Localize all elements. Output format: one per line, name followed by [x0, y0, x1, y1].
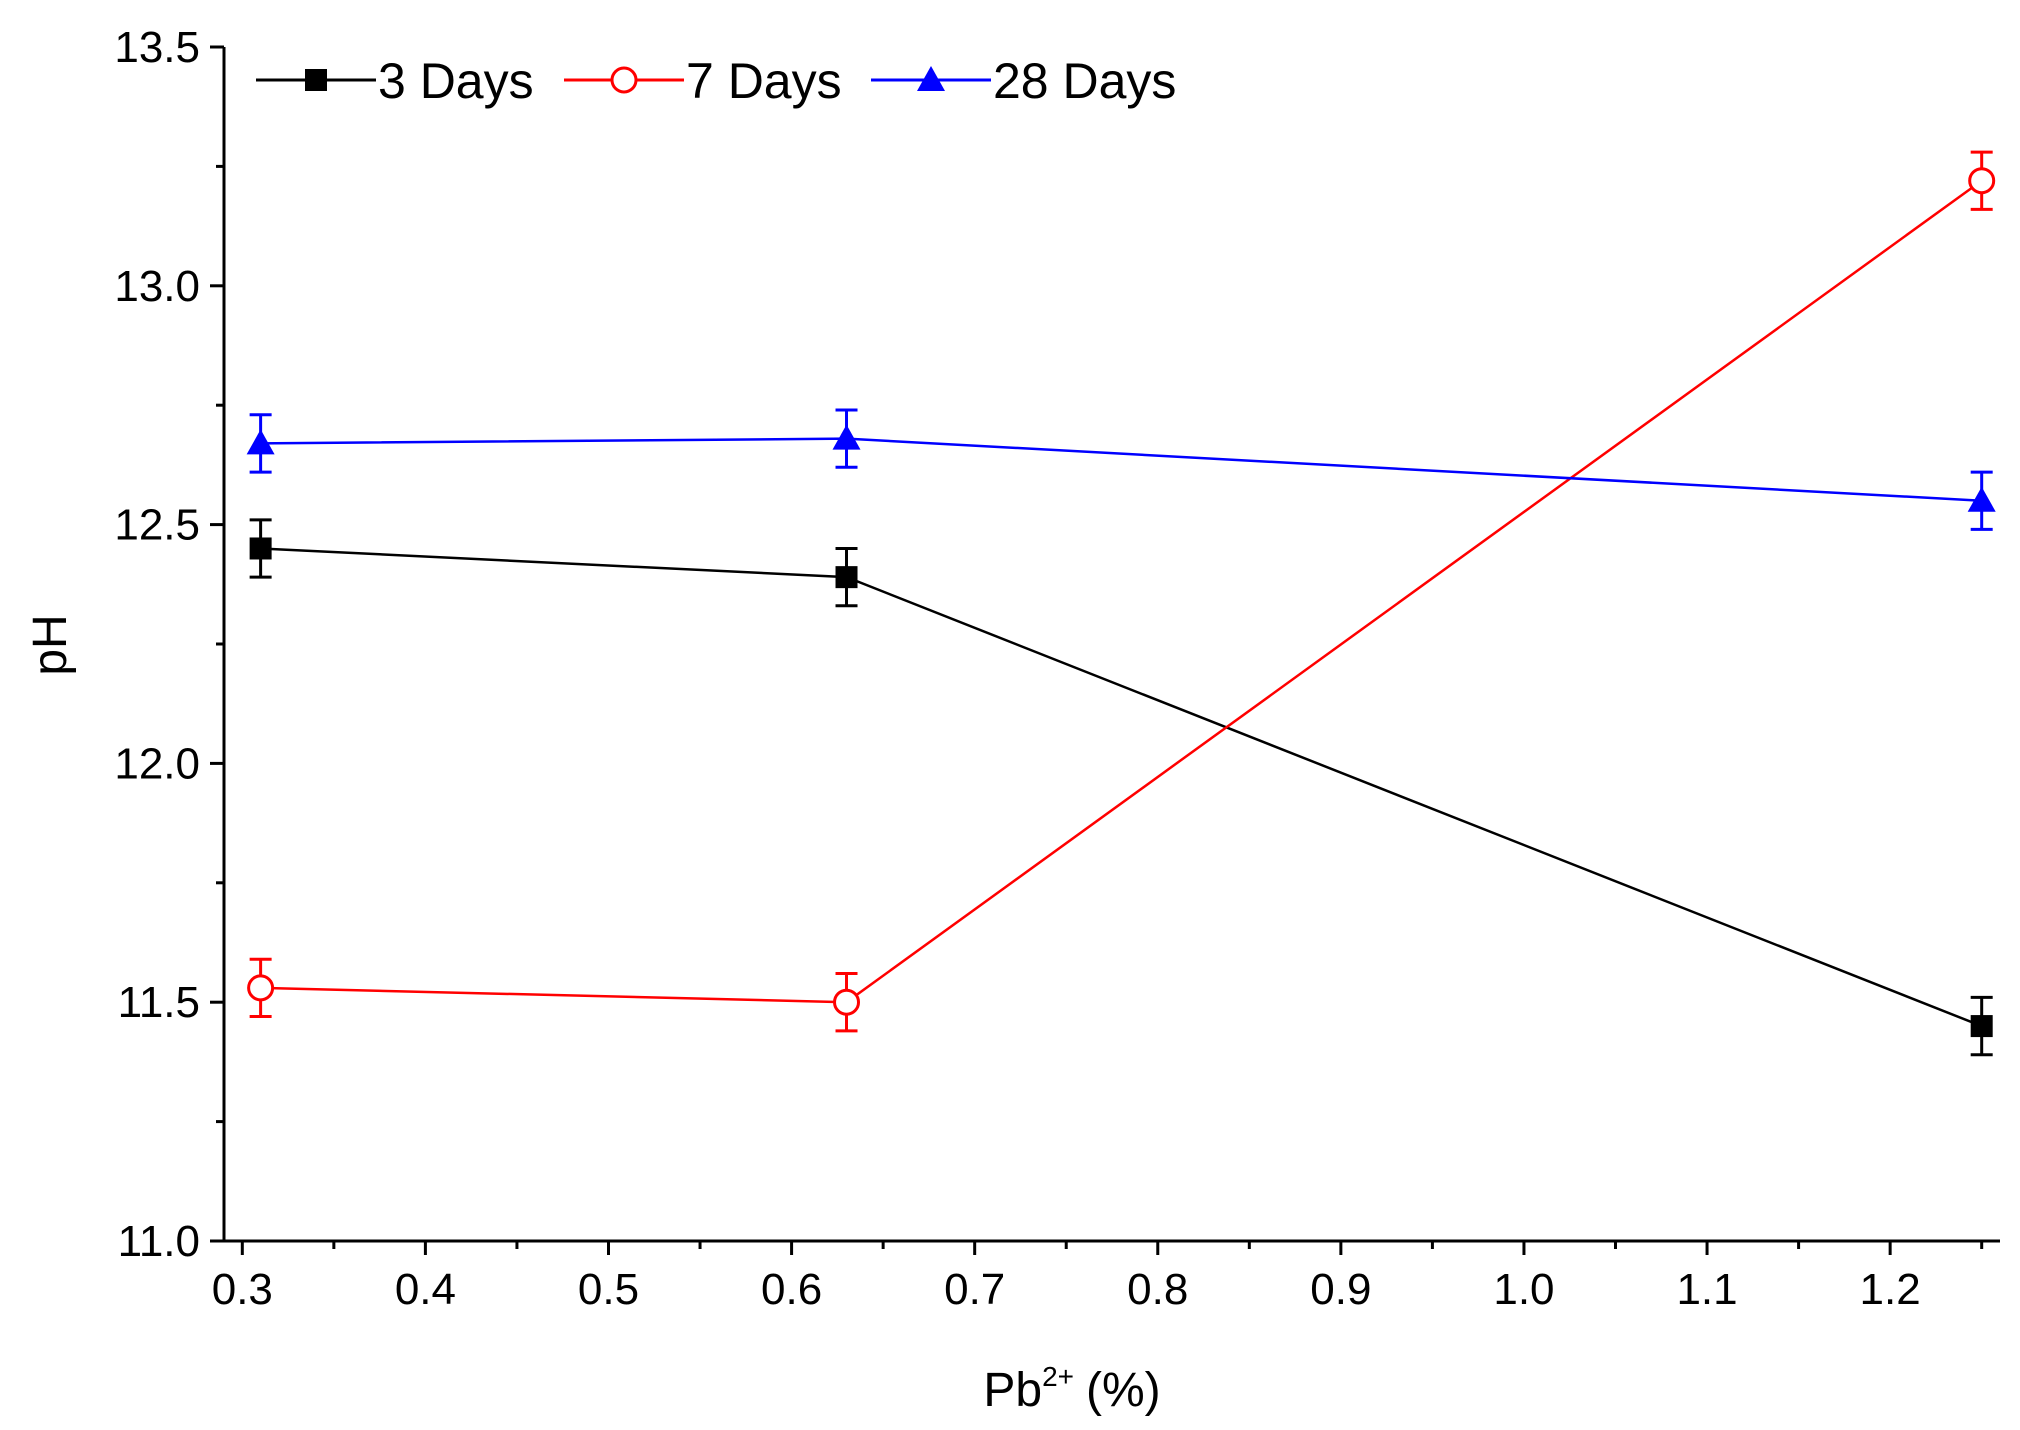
- legend-marker: [610, 66, 638, 94]
- legend-marker: [305, 69, 327, 91]
- x-tick-label: 1.1: [1676, 1265, 1737, 1314]
- x-axis-title-unit: (%): [1086, 1364, 1161, 1417]
- legend: 3 Days 7 Days 28 Days: [256, 53, 1176, 109]
- legend-label: 3 Days: [378, 53, 534, 109]
- y-tick-label: 11.5: [118, 978, 200, 1027]
- x-tick-label: 0.8: [1127, 1265, 1188, 1314]
- data-point: [1968, 167, 1996, 195]
- data-point: [247, 974, 275, 1002]
- data-point: [246, 429, 275, 455]
- y-tick-label: 13.0: [114, 262, 200, 311]
- legend-label: 7 Days: [686, 53, 842, 109]
- legend-label: 28 Days: [993, 53, 1176, 109]
- data-point: [832, 424, 861, 450]
- series-line: [260, 437, 1982, 502]
- series-line: [260, 179, 1983, 1004]
- x-axis-title: Pb2+ (%): [983, 1361, 1160, 1417]
- data-point: [249, 537, 272, 560]
- data-point: [1967, 486, 1996, 512]
- legend-marker: [917, 66, 945, 91]
- data-point: [833, 988, 861, 1016]
- x-tick-label: 0.6: [761, 1265, 822, 1314]
- axes: 11.0 11.5 12.0 12.5 13.0 13.5 0.3 0.4 0.5 0.6 0.7 0…: [114, 23, 2000, 1314]
- legend-item-3-days: 3 Days: [256, 53, 534, 109]
- x-tick-label: 0.3: [212, 1265, 273, 1314]
- x-tick-label: 0.5: [578, 1265, 639, 1314]
- y-tick-label: 12.0: [114, 739, 200, 788]
- x-tick-label: 0.4: [395, 1265, 456, 1314]
- series-28-days: [246, 408, 1996, 531]
- series-layer: [246, 150, 1996, 1057]
- data-point: [835, 566, 858, 589]
- legend-item-7-days: 7 Days: [564, 53, 842, 109]
- series-3-days: [249, 518, 1993, 1057]
- y-tick-label: 12.5: [114, 501, 200, 550]
- y-tick-label: 11.0: [118, 1217, 200, 1266]
- x-axis-title-base: Pb: [983, 1364, 1042, 1417]
- y-tick-label: 13.5: [114, 23, 200, 72]
- series-7-days: [247, 150, 1996, 1033]
- data-point: [1970, 1015, 1993, 1038]
- x-tick-label: 0.9: [1310, 1265, 1371, 1314]
- series-line: [260, 547, 1983, 1028]
- y-axis-title: pH: [24, 614, 77, 675]
- x-tick-label: 0.7: [944, 1265, 1005, 1314]
- legend-item-28-days: 28 Days: [871, 53, 1176, 109]
- x-tick-label: 1.2: [1860, 1265, 1921, 1314]
- x-tick-label: 1.0: [1493, 1265, 1554, 1314]
- x-axis-title-sup: 2+: [1042, 1361, 1074, 1392]
